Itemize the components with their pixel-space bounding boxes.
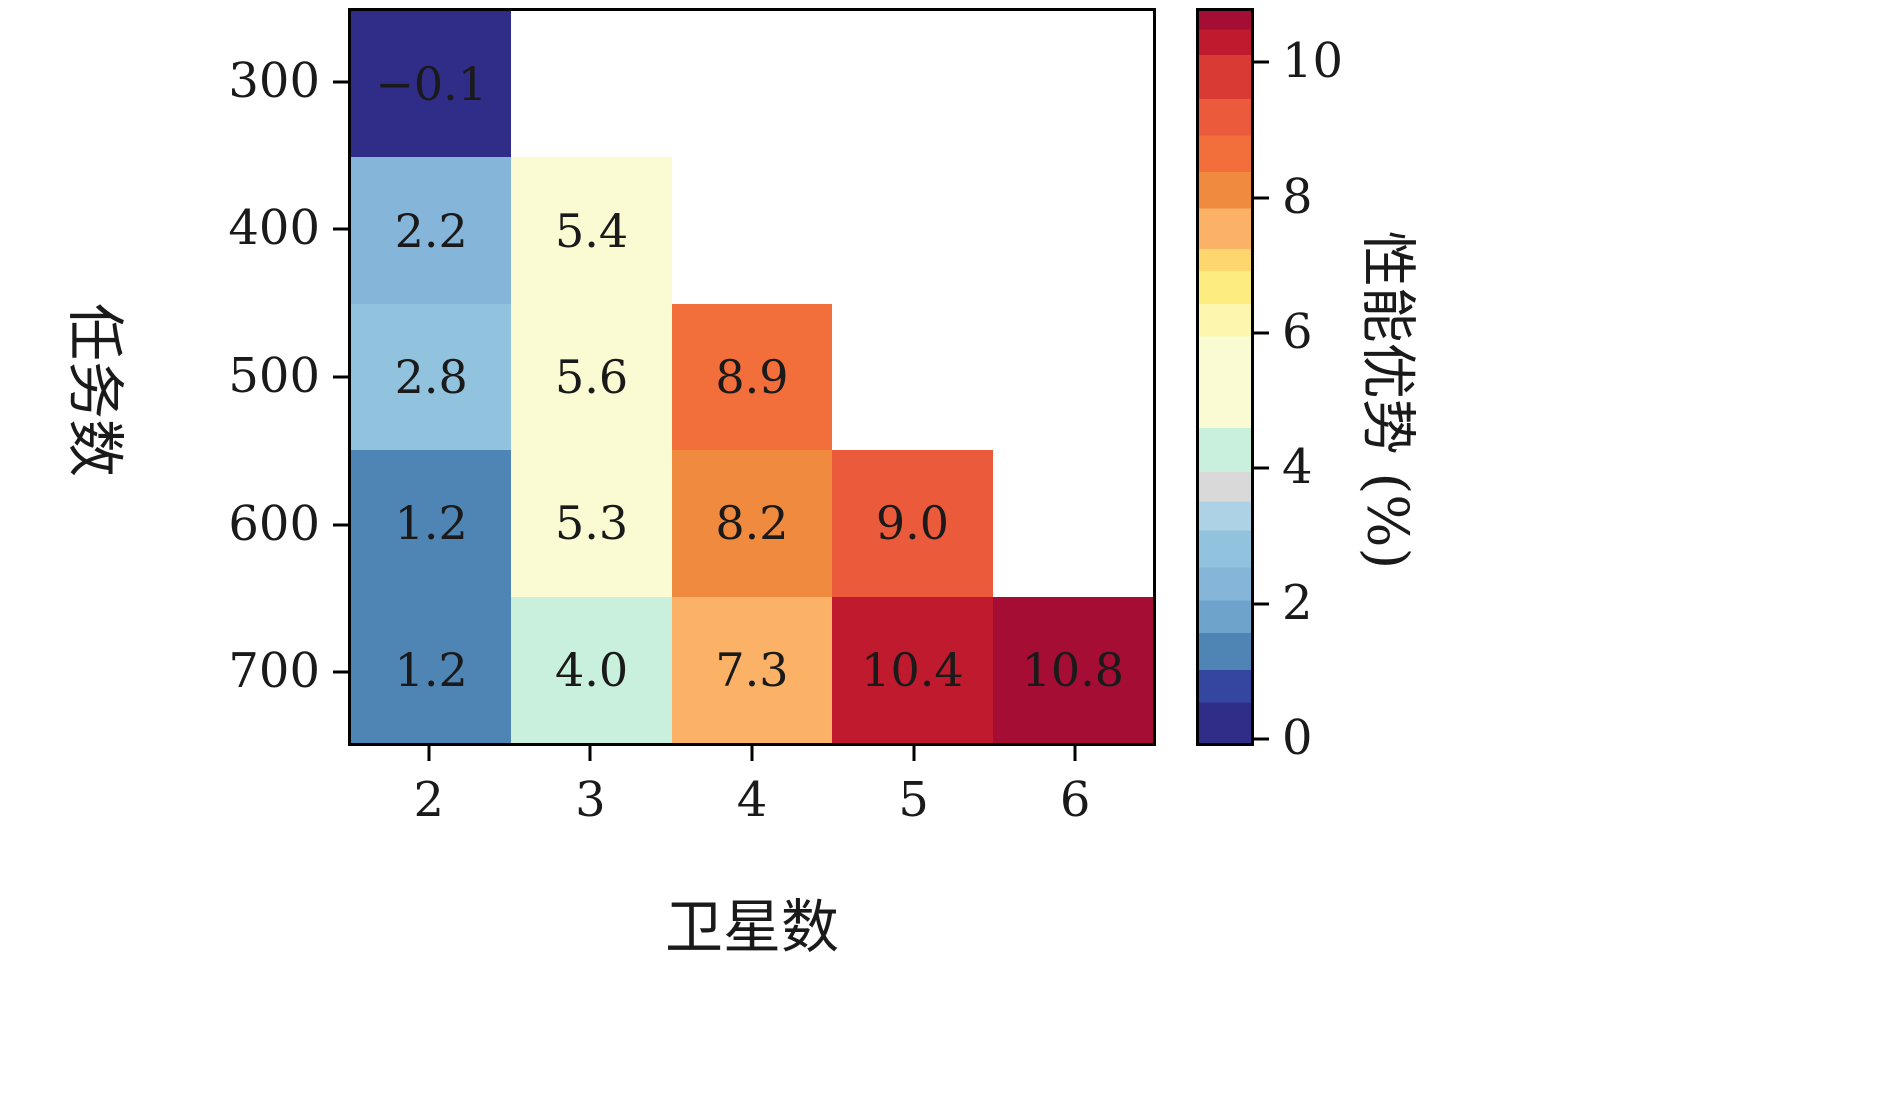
heatmap-cell <box>832 11 993 158</box>
x-axis-tick-mark <box>1073 746 1077 761</box>
colorbar-tick-mark <box>1254 331 1269 335</box>
x-axis-tick-mark <box>912 746 916 761</box>
x-axis-tick-label: 5 <box>898 772 929 828</box>
colorbar-tick-mark <box>1254 602 1269 606</box>
colorbar-tick-label: 8 <box>1282 168 1313 225</box>
heatmap-cell: 5.3 <box>511 450 672 597</box>
heatmap-cell: 5.4 <box>511 157 672 304</box>
plot-area: −0.1 2.2 5.4 2.8 5.6 8.9 1.2 5.3 8.2 9.0 1.2 4.0 7.3… <box>348 8 1156 746</box>
colorbar-tick-mark <box>1254 466 1269 470</box>
colorbar-tick-mark <box>1254 737 1269 741</box>
heatmap-cell <box>992 450 1153 597</box>
heatmap-cell: −0.1 <box>351 11 512 158</box>
colorbar <box>1196 8 1254 746</box>
x-axis-tick-mark <box>588 746 592 761</box>
heatmap-cell: 5.6 <box>511 303 672 451</box>
colorbar-gradient <box>1199 11 1251 743</box>
heatmap-cell: 8.9 <box>671 303 833 451</box>
heatmap-cell <box>671 157 833 304</box>
heatmap-cell <box>992 303 1153 451</box>
y-axis-tick-mark <box>333 80 348 84</box>
heatmap-cell <box>511 11 672 158</box>
colorbar-tick-mark <box>1254 60 1269 64</box>
x-axis-label: 卫星数 <box>664 893 840 961</box>
heatmap-cell <box>832 303 993 451</box>
heatmap-cell <box>832 157 993 304</box>
heatmap-cell: 1.2 <box>351 450 512 597</box>
x-axis-tick-label: 3 <box>575 772 606 828</box>
colorbar-tick-label: 0 <box>1282 710 1313 767</box>
colorbar-tick-label: 2 <box>1282 574 1313 631</box>
heatmap-cell: 8.2 <box>671 450 833 597</box>
heatmap-cell: 10.8 <box>992 596 1153 743</box>
y-axis-label: 任务数 <box>61 302 129 478</box>
heatmap-cell <box>992 11 1153 158</box>
y-axis-tick-label: 400 <box>228 200 320 257</box>
x-axis-tick-mark <box>427 746 431 761</box>
heatmap-grid: −0.1 2.2 5.4 2.8 5.6 8.9 1.2 5.3 8.2 9.0 1.2 4.0 7.3… <box>351 11 1153 743</box>
y-axis-tick-mark <box>333 375 348 379</box>
y-axis-tick-mark <box>333 670 348 674</box>
heatmap-cell <box>671 11 833 158</box>
heatmap-cell: 2.8 <box>351 303 512 451</box>
y-axis-tick-mark <box>333 523 348 527</box>
x-axis-tick-label: 6 <box>1059 772 1091 828</box>
heatmap-cell: 7.3 <box>671 596 833 743</box>
colorbar-tick-mark <box>1254 196 1269 200</box>
colorbar-tick-label: 4 <box>1282 439 1313 496</box>
heatmap-cell: 4.0 <box>511 596 672 743</box>
heatmap-cell: 9.0 <box>832 450 993 597</box>
x-axis-tick-mark <box>750 746 754 761</box>
y-axis-tick-label: 500 <box>228 347 320 404</box>
heatmap-cell: 10.4 <box>832 596 993 743</box>
x-axis-tick-label: 2 <box>413 772 445 828</box>
x-axis-tick-label: 4 <box>736 772 768 828</box>
y-axis-tick-label: 700 <box>228 643 320 700</box>
heatmap-cell: 2.2 <box>351 157 512 304</box>
heatmap-cell: 1.2 <box>351 596 512 743</box>
y-axis-tick-label: 600 <box>228 495 320 552</box>
y-axis-tick-label: 300 <box>228 52 320 109</box>
colorbar-tick-label: 6 <box>1282 303 1313 360</box>
heatmap-cell <box>992 157 1153 304</box>
colorbar-label: 性能优势 (%) <box>1354 230 1420 570</box>
colorbar-tick-label: 10 <box>1282 33 1344 90</box>
y-axis-tick-mark <box>333 227 348 231</box>
